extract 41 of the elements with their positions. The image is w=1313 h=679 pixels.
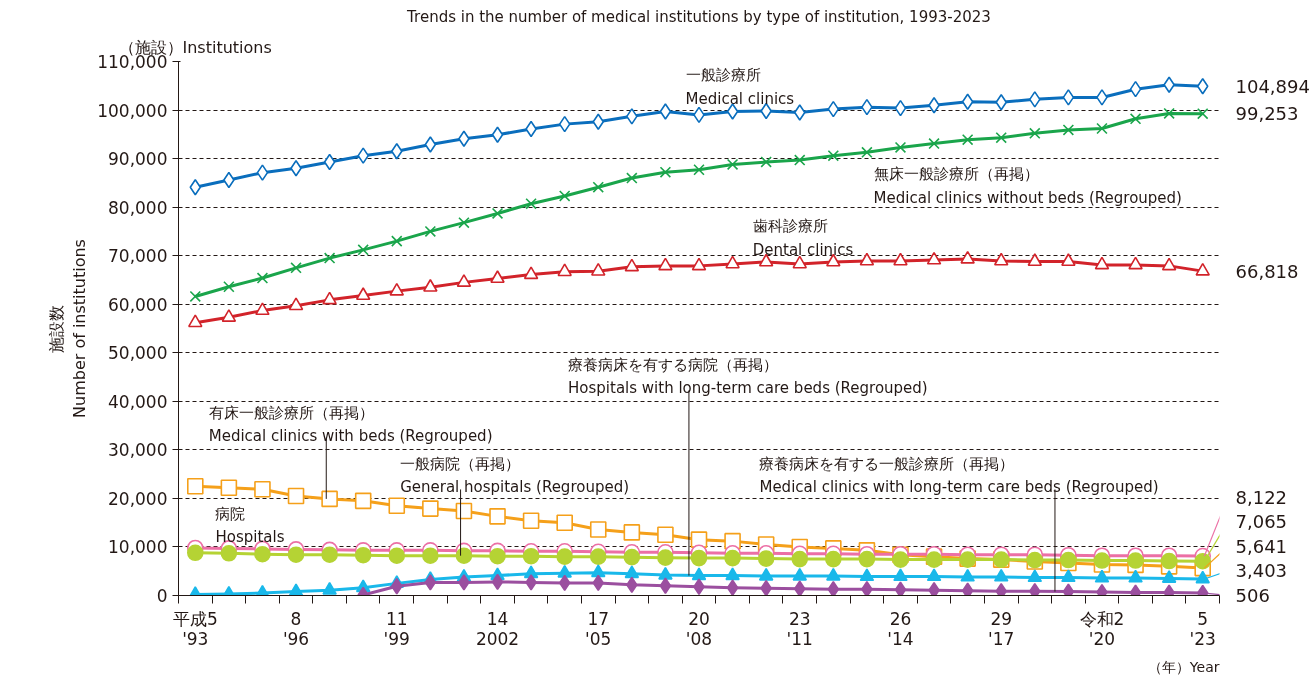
x-tick-label: 23 '11 bbox=[786, 608, 813, 649]
x-tick-label: 17 '05 bbox=[585, 608, 612, 649]
y-tick-label: 0 bbox=[156, 586, 168, 606]
data-label: 5,641 bbox=[1235, 535, 1288, 557]
data-label: 66,818 bbox=[1235, 260, 1299, 282]
x-tick-label: 20 '08 bbox=[685, 608, 713, 649]
data-label: 506 bbox=[1235, 585, 1270, 606]
y-tick-label: 60,000 bbox=[108, 294, 168, 315]
y-tick-label: 70,000 bbox=[108, 246, 168, 267]
y-axis-title: 施設数 Number of institutions bbox=[47, 239, 90, 418]
y-tick-label: 90,000 bbox=[108, 149, 168, 170]
data-label: 3,403 bbox=[1235, 560, 1288, 582]
y-tick-label: 20,000 bbox=[108, 488, 168, 509]
x-tick-label: 5 '23 bbox=[1189, 608, 1216, 649]
x-tick-label: 29 '17 bbox=[988, 608, 1015, 649]
x-tick-label: 11 '99 bbox=[383, 608, 410, 649]
text: 有床一般診療所（再掲） Medical clinics with beds (Regrouped) bbox=[208, 403, 493, 446]
text: 一般病院（再掲） General hospitals (Regrouped) bbox=[400, 454, 630, 497]
series-label: 一般診療所 Medical clinics bbox=[685, 66, 795, 108]
series-label: 無床一般診療所（再掲） Medical clinics without beds (Regrouped) bbox=[873, 165, 1182, 207]
x-tick-label: 26 '14 bbox=[887, 608, 914, 649]
data-label: 8,122 bbox=[1235, 486, 1288, 508]
text: 療養病床を有する一般診療所（再掲） Medical clinics with long-term care beds (Regrouped) bbox=[759, 454, 1159, 497]
y-tick-label: 10,000 bbox=[108, 537, 168, 558]
data-label: 99,253 bbox=[1235, 103, 1299, 125]
chart-title: Trends in the number of medical institutions by type of institution, 1993-2023 bbox=[406, 7, 991, 26]
y-tick-label: 50,000 bbox=[108, 343, 168, 364]
data-label: 7,065 bbox=[1235, 511, 1288, 533]
x-tick-label: 令和2 '20 bbox=[1079, 608, 1125, 649]
series-label: 歯科診療所 Dental clinics bbox=[752, 217, 854, 259]
y-tick-label: 100,000 bbox=[97, 100, 168, 121]
y-tick-label: 80,000 bbox=[108, 197, 168, 218]
data-label: 104,894 bbox=[1235, 75, 1310, 97]
y-tick-label: 40,000 bbox=[108, 391, 168, 412]
x-tick-label: 平成5 '93 bbox=[172, 608, 218, 649]
x-tick-label: 14 2002 bbox=[475, 608, 520, 649]
x-tick-label: 8 '96 bbox=[282, 608, 310, 649]
x-axis-title: （年）Year bbox=[1147, 658, 1220, 675]
y-tick-label: 30,000 bbox=[108, 440, 168, 461]
series-label: 病院 Hospitals bbox=[215, 504, 285, 547]
text: 療養病床を有する病院（再掲） Hospitals with long-term care beds (Regrouped) bbox=[568, 355, 928, 398]
